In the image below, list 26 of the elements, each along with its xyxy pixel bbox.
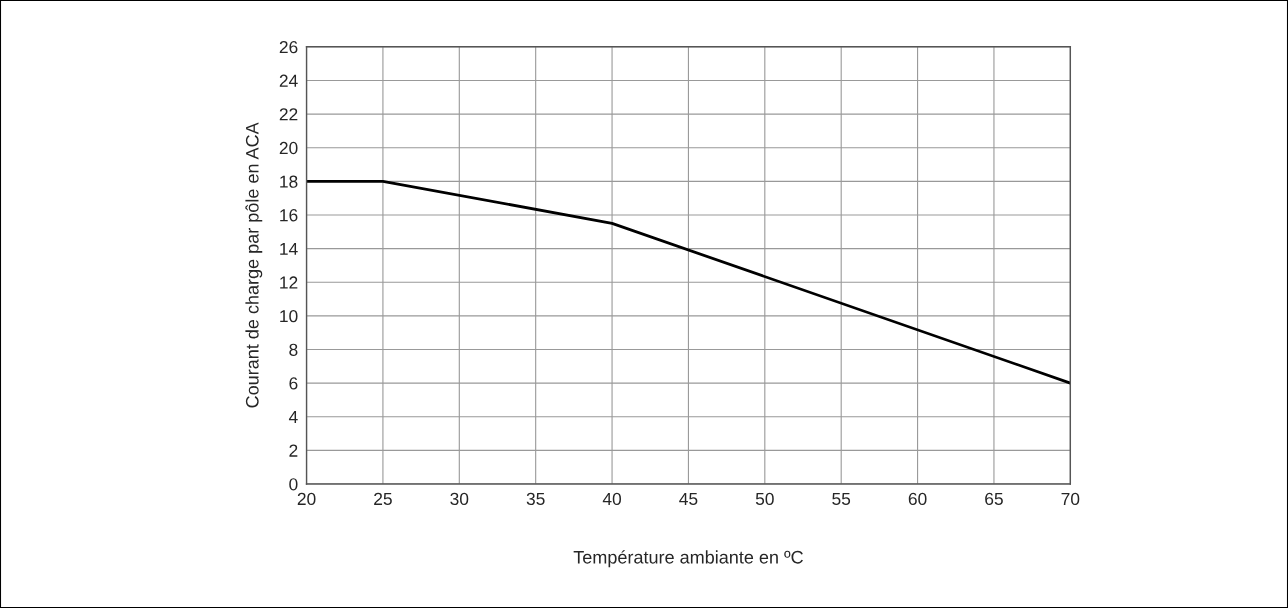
x-tick-label: 65	[985, 492, 1003, 506]
x-tick-label: 50	[755, 492, 774, 506]
y-tick-label: 4	[288, 411, 298, 423]
x-tick-label: 70	[1061, 492, 1080, 506]
x-tick-label: 30	[450, 492, 469, 506]
y-tick-label: 26	[279, 40, 298, 54]
y-tick-label: 2	[289, 444, 298, 457]
y-tick-label: 24	[279, 74, 298, 87]
y-tick-label: 22	[279, 108, 298, 121]
x-tick-label: 40	[602, 492, 622, 506]
y-tick-label: 18	[280, 175, 298, 188]
y-tick-label: 10	[280, 310, 298, 323]
x-tick-label: 25	[374, 492, 392, 506]
x-tick-label: 35	[526, 492, 545, 506]
y-tick-label: 8	[289, 343, 298, 356]
y-tick-label: 6	[289, 377, 298, 390]
y-axis-title: Courant de charge par pôle en ACA	[245, 122, 263, 408]
x-tick-label: 45	[679, 492, 698, 506]
y-tick-label: 0	[289, 478, 298, 491]
x-tick-label: 55	[832, 492, 851, 506]
y-tick-label: 16	[280, 209, 298, 222]
x-tick-label: 60	[908, 492, 927, 506]
y-tick-label: 14	[280, 242, 298, 255]
y-tick-label: 12	[280, 276, 298, 289]
x-axis-title: Température ambiante en ºC	[573, 550, 803, 568]
y-tick-label: 20	[279, 141, 298, 155]
